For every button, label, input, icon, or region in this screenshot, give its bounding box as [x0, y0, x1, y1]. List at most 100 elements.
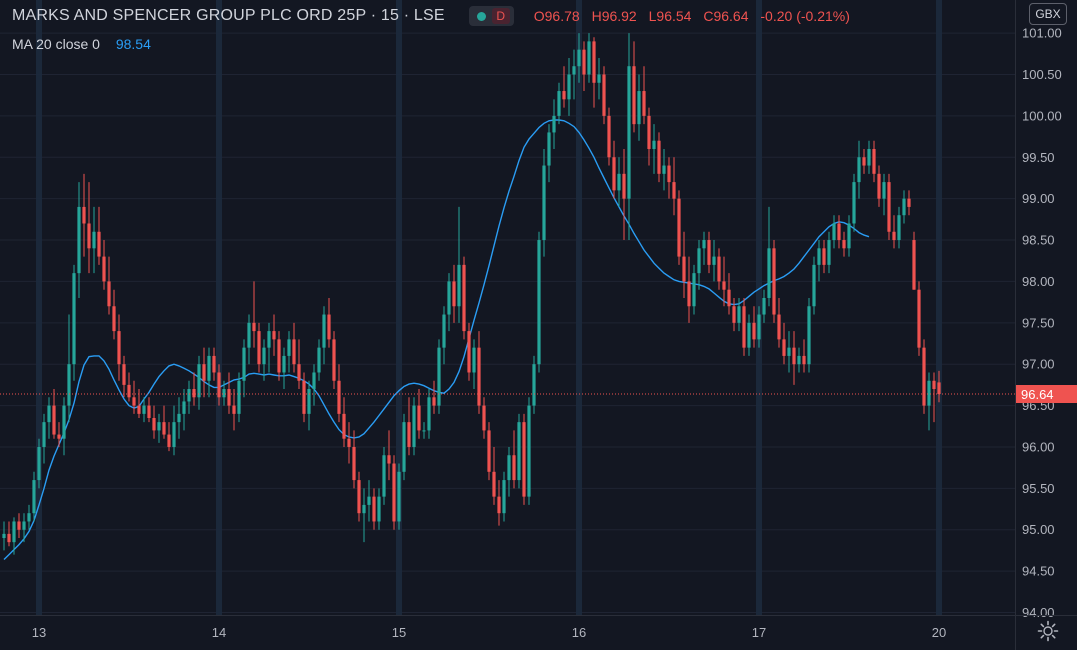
candle-body — [442, 314, 446, 348]
candle — [422, 422, 426, 439]
candle-body — [427, 397, 431, 431]
candle — [877, 165, 881, 207]
candle — [27, 504, 31, 530]
candle — [52, 389, 56, 439]
candle-body — [467, 331, 471, 373]
candle — [727, 273, 731, 315]
candle — [242, 339, 246, 398]
candle — [97, 206, 101, 265]
candle — [362, 488, 366, 543]
candle — [517, 413, 521, 489]
candle — [522, 413, 526, 505]
candle — [352, 430, 356, 489]
candle-body — [392, 463, 396, 522]
candle-body — [537, 240, 541, 365]
candle — [297, 339, 301, 390]
candle-body — [722, 281, 726, 290]
candle — [327, 297, 331, 348]
candle-body — [127, 384, 131, 398]
candle-body — [257, 331, 261, 365]
candle — [642, 66, 646, 125]
candle-body — [592, 41, 596, 83]
candle-body — [412, 405, 416, 447]
symbol-title[interactable]: MARKS AND SPENCER GROUP PLC ORD 25P · 15… — [12, 7, 445, 24]
candle-body — [892, 231, 896, 241]
candle — [82, 173, 86, 257]
candle-body — [607, 115, 611, 158]
status-dot-icon — [476, 11, 486, 21]
indicator-legend[interactable]: MA 20 close 0 98.54 — [12, 36, 151, 52]
candle-body — [362, 504, 366, 514]
candle — [417, 389, 421, 439]
candle-body — [267, 331, 271, 348]
candle-body — [292, 339, 296, 365]
candle — [182, 389, 186, 431]
candle-body — [452, 281, 456, 307]
candle-body — [742, 306, 746, 348]
candle-body — [142, 405, 146, 414]
candle — [222, 380, 226, 406]
candle — [492, 446, 496, 505]
candle — [662, 148, 666, 191]
y-tick-label: 96.00 — [1022, 439, 1055, 454]
ma-line — [3, 119, 870, 560]
candle — [712, 240, 716, 282]
candle — [837, 215, 841, 249]
candle — [7, 521, 11, 547]
candle-body — [197, 364, 201, 398]
candle-body — [797, 355, 801, 365]
candle — [382, 446, 386, 505]
candle — [742, 297, 746, 356]
candle — [472, 339, 476, 390]
candle-body — [132, 397, 136, 406]
candle-body — [57, 434, 61, 439]
candle — [717, 248, 721, 290]
candle-body — [337, 380, 341, 414]
status-badge: D — [491, 8, 510, 24]
candle — [167, 422, 171, 452]
candle — [532, 355, 536, 414]
candle — [937, 370, 941, 403]
candle-body — [602, 74, 606, 116]
y-tick-label: 100.00 — [1022, 108, 1062, 123]
candle — [437, 339, 441, 414]
candle-body — [217, 372, 221, 398]
candle-body — [772, 248, 776, 315]
candle — [317, 339, 321, 381]
candle — [637, 74, 641, 141]
candle-body — [212, 355, 216, 373]
candle-body — [877, 173, 881, 199]
candle-body — [492, 471, 496, 497]
candle — [927, 372, 931, 431]
candle — [427, 389, 431, 439]
candle — [372, 488, 376, 530]
candle-body — [322, 314, 326, 348]
candle-body — [517, 422, 521, 481]
candle-body — [682, 256, 686, 282]
candle-body — [812, 264, 816, 307]
y-tick-label: 100.50 — [1022, 67, 1062, 82]
candle — [92, 206, 96, 274]
y-tick-label: 99.00 — [1022, 191, 1055, 206]
candle-body — [862, 157, 866, 166]
candle — [187, 380, 191, 414]
candle-body — [902, 198, 906, 216]
candle — [752, 306, 756, 348]
candle — [602, 66, 606, 125]
candle — [367, 480, 371, 522]
gear-icon[interactable] — [1036, 619, 1060, 643]
y-tick-label: 99.50 — [1022, 150, 1055, 165]
candle-body — [12, 521, 16, 543]
candle — [657, 132, 661, 183]
candle-body — [102, 256, 106, 282]
candle-body — [122, 364, 126, 385]
y-tick-label: 98.50 — [1022, 233, 1055, 248]
candle-body — [387, 455, 391, 464]
candle-body — [867, 148, 871, 166]
candle — [902, 190, 906, 224]
candle — [477, 331, 481, 414]
market-status[interactable]: D — [468, 6, 514, 26]
currency-button[interactable]: GBX — [1029, 3, 1067, 25]
candle — [387, 430, 391, 481]
